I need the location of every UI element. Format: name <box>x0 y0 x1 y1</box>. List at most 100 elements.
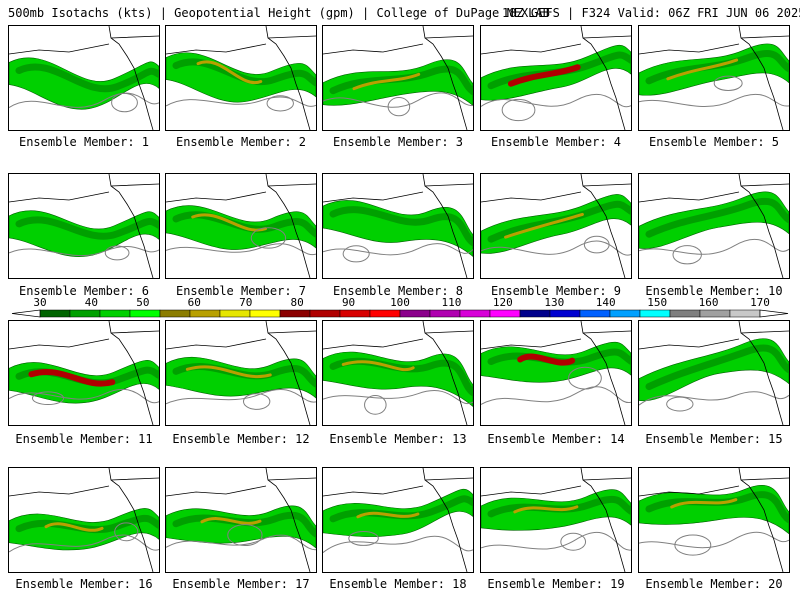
height-contour <box>323 390 473 405</box>
colorbar-tick-label: 160 <box>698 296 719 309</box>
height-contour <box>323 243 473 256</box>
colorbar-segment <box>219 309 251 318</box>
colorbar-segment <box>579 309 611 318</box>
colorbar-tick-label: 60 <box>187 296 201 309</box>
ensemble-member-label: Ensemble Member: 5 <box>648 135 780 149</box>
ensemble-member-map <box>8 467 160 573</box>
jet-max-core <box>341 360 415 372</box>
ensemble-member-map <box>638 467 790 573</box>
colorbar-tick-label: 40 <box>84 296 99 309</box>
colorbar-tick-label: 130 <box>544 296 565 309</box>
height-contour <box>481 386 631 405</box>
run-valid-time: 18Z GEFS | F324 Valid: 06Z FRI JUN 06 20… <box>502 6 800 20</box>
colorbar-tick-label: 100 <box>390 296 410 309</box>
colorbar-segment <box>729 309 761 318</box>
product-title: 500mb Isotachs (kts) | Geopotential Heig… <box>8 6 550 20</box>
height-contour <box>323 92 473 108</box>
coastline <box>166 321 316 425</box>
coastline <box>323 174 473 278</box>
height-contour <box>639 391 789 406</box>
colorbar-tick-label: 110 <box>441 296 462 309</box>
height-contour-closed <box>348 530 379 546</box>
ensemble-member-map <box>480 467 632 573</box>
jet-max-core <box>513 505 579 514</box>
ensemble-member-map <box>638 320 790 426</box>
colorbar-segment <box>69 309 101 318</box>
coastline <box>481 26 631 130</box>
jet-max-core <box>670 498 738 509</box>
colorbar-segment <box>669 309 701 318</box>
coastline <box>9 468 159 572</box>
colorbar-segment <box>549 309 581 318</box>
ensemble-member-label: Ensemble Member: 11 <box>15 432 153 446</box>
coastline <box>481 468 631 572</box>
ensemble-member-label: Ensemble Member: 4 <box>490 135 622 149</box>
ensemble-member-label: Ensemble Member: 16 <box>15 577 153 591</box>
jet-max-core <box>185 365 272 378</box>
height-contour-closed <box>387 97 411 117</box>
height-contour <box>9 388 159 404</box>
coastline <box>639 26 789 130</box>
coastline <box>323 26 473 130</box>
ensemble-member-map <box>480 173 632 279</box>
ensemble-member-label: Ensemble Member: 15 <box>645 432 783 446</box>
height-contour <box>639 93 789 108</box>
colorbar-tick-label: 120 <box>492 296 513 309</box>
ensemble-member-map <box>638 173 790 279</box>
coastline <box>166 468 316 572</box>
ensemble-member-map <box>480 25 632 131</box>
colorbar-segment <box>519 309 551 318</box>
jet-max-core <box>44 522 104 532</box>
colorbar-segment <box>189 309 221 318</box>
colorbar-tick-label: 50 <box>136 296 150 309</box>
jet-max-core <box>352 72 421 91</box>
jet-max-core <box>517 353 576 366</box>
height-contour-closed <box>364 394 387 415</box>
coastline <box>323 468 473 572</box>
height-contour-closed <box>674 534 712 556</box>
colorbar-segment <box>159 309 191 318</box>
ensemble-member-label: Ensemble Member: 19 <box>487 577 625 591</box>
ensemble-member-label: Ensemble Member: 17 <box>172 577 310 591</box>
coastline <box>9 174 159 278</box>
height-contour <box>166 534 316 551</box>
height-contour <box>323 535 473 553</box>
height-contour <box>639 531 789 549</box>
ensemble-member-label: Ensemble Member: 1 <box>18 135 150 149</box>
colorbar-segment <box>99 309 131 318</box>
colorbar-max-arrow <box>759 309 789 318</box>
height-contour-closed <box>114 522 139 542</box>
colorbar-segment <box>249 309 281 318</box>
coastline <box>481 174 631 278</box>
jet-max-core <box>28 369 116 387</box>
ensemble-member-label: Ensemble Member: 3 <box>332 135 464 149</box>
height-contour <box>639 238 789 255</box>
coastline <box>481 321 631 425</box>
coastline <box>9 26 159 130</box>
height-contour-closed <box>111 92 138 113</box>
colorbar-segment <box>609 309 641 318</box>
jet-max-core <box>196 60 263 85</box>
colorbar-tick-label: 70 <box>239 296 253 309</box>
ensemble-member-map <box>322 25 474 131</box>
colorbar-segment <box>129 309 161 318</box>
colorbar-tick-label: 140 <box>595 296 616 309</box>
height-contour <box>9 92 159 109</box>
colorbar-min-arrow <box>11 309 41 318</box>
colorbar-segment <box>429 309 461 318</box>
jet-max-core <box>504 212 584 239</box>
ensemble-member-map <box>480 320 632 426</box>
jet-max-core <box>666 58 739 81</box>
colorbar-tick-label: 80 <box>290 296 304 309</box>
ensemble-member-map <box>322 320 474 426</box>
height-contour-closed <box>666 396 694 412</box>
ensemble-member-map <box>8 25 160 131</box>
ensemble-member-label: Ensemble Member: 8 <box>332 284 464 298</box>
ensemble-member-label: Ensemble Member: 6 <box>18 284 150 298</box>
isotach-colorbar <box>0 296 800 320</box>
ensemble-member-map <box>165 320 317 426</box>
colorbar-tick-label: 30 <box>33 296 47 309</box>
jet-max-core <box>507 64 581 87</box>
ensemble-member-map <box>165 25 317 131</box>
colorbar-tick-label: 90 <box>341 296 356 309</box>
